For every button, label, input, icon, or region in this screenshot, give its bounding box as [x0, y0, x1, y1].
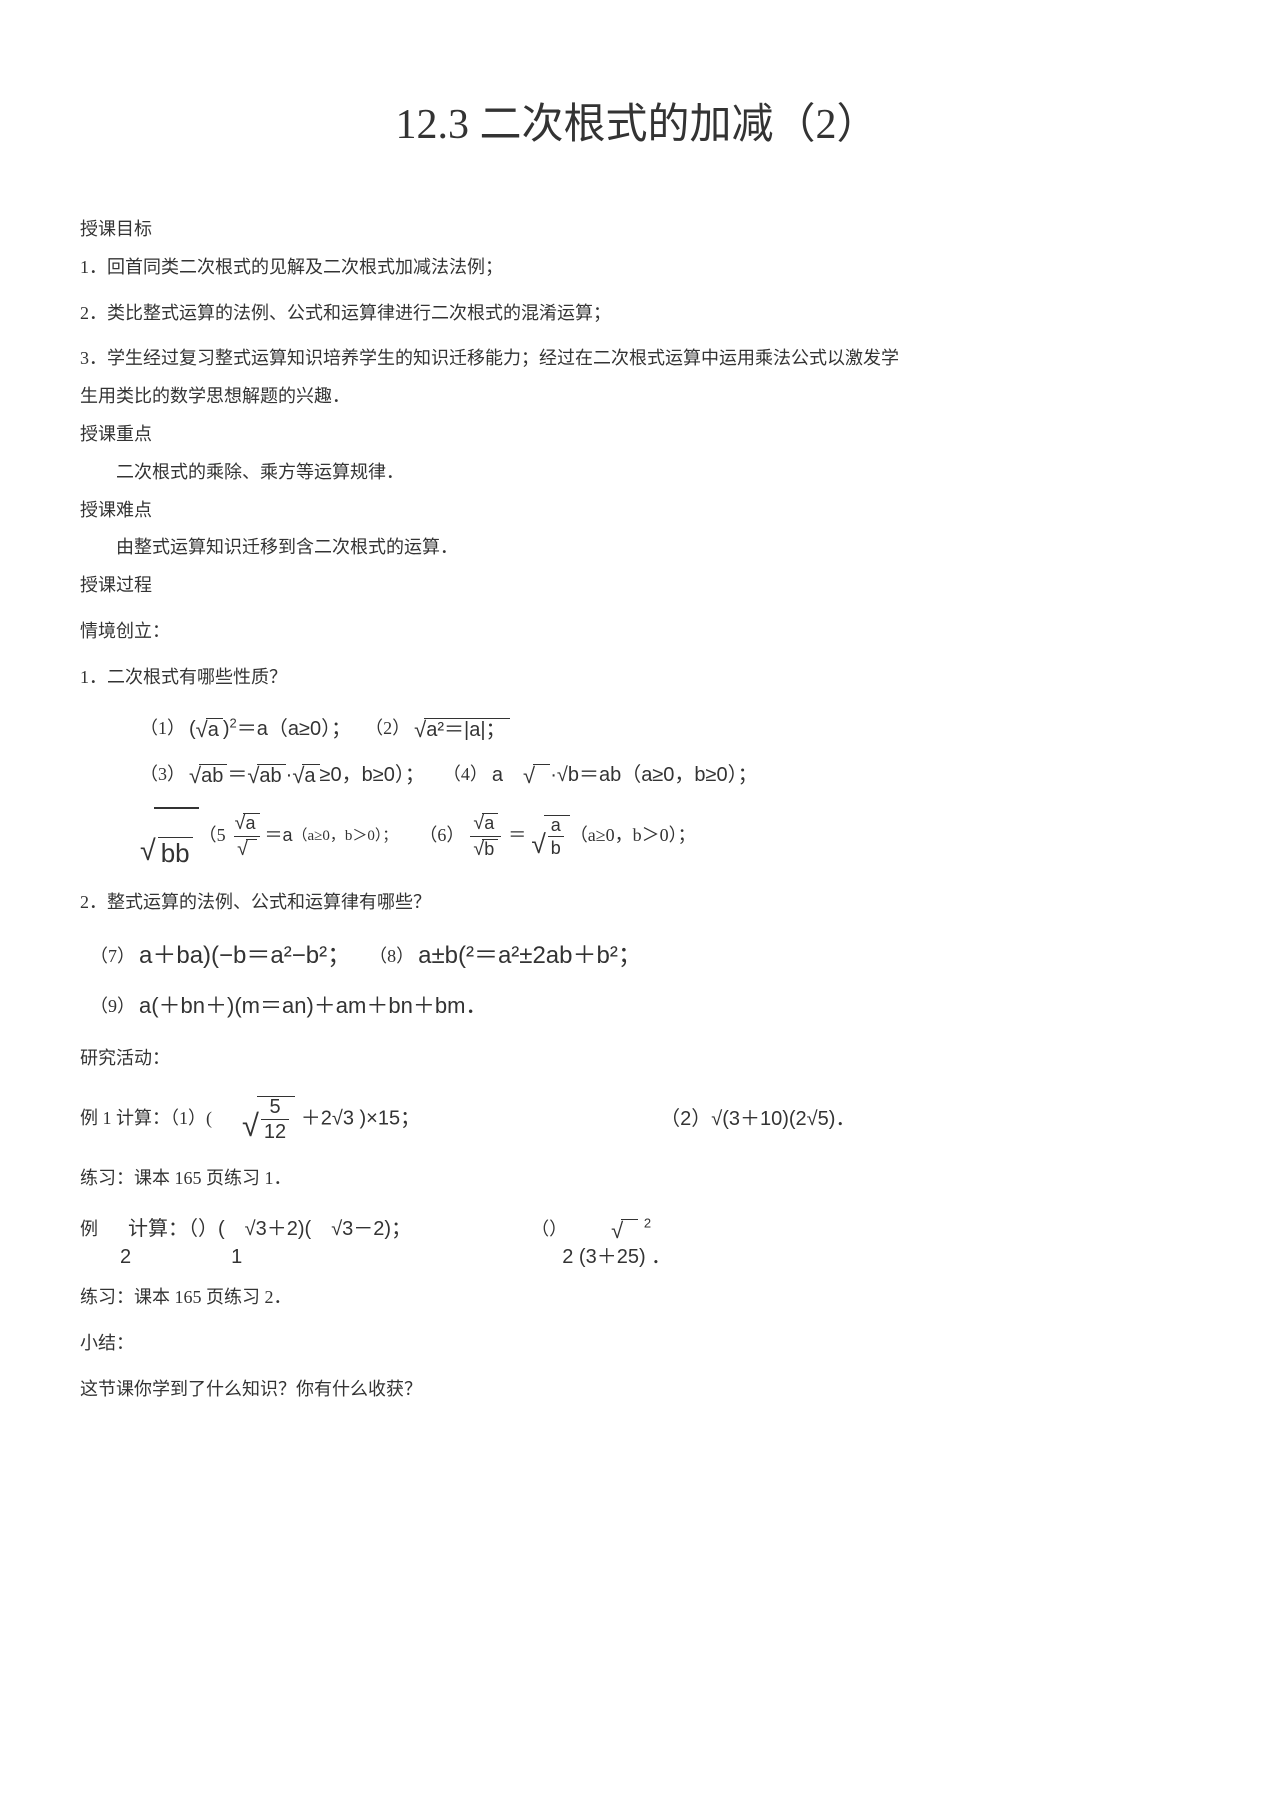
process-heading: 授课过程: [80, 567, 1194, 605]
goal-item-3b: 生用类比的数学思想解题的兴趣．: [80, 378, 1194, 416]
label-2: （2）: [365, 716, 410, 741]
label-8: （8）: [369, 944, 414, 969]
summary-question: 这节课你学到了什么知识？你有什么收获？: [80, 1371, 1194, 1409]
goal-heading: 授课目标: [80, 211, 1194, 249]
example-1-expr: √ 5 12 ＋2√3 )×15；: [242, 1096, 420, 1142]
example-2-row2-right: 2 (3＋25) ．: [562, 1243, 671, 1271]
formula-4-sqrt: √: [523, 761, 550, 789]
keypoint-body: 二次根式的乘除、乘方等运算规律．: [80, 454, 1194, 492]
keypoint-heading: 授课重点: [80, 416, 1194, 454]
formula-1-tail: ＝a（a≥0）；: [237, 715, 351, 743]
label-4: （4）: [443, 762, 488, 787]
example-1-part2: （2）√(3＋10)(2√5)．: [660, 1105, 855, 1133]
practice-2: 练习：课本 165 页练习 2．: [80, 1279, 1194, 1317]
goal-item-3a: 3．学生经过复习整式运算知识培养学生的知识迁移能力；经过在二次根式运算中运用乘法…: [80, 340, 1194, 378]
formula-7: a＋ba)(−b＝a²−b²；: [139, 939, 351, 973]
label-7: （7）: [90, 944, 135, 969]
formula-9: a(＋bn＋)(m＝an)＋am＋bn＋bm．: [139, 991, 487, 1022]
formula-4-a: a: [492, 761, 503, 789]
example-2-paren: （）: [531, 1217, 567, 1242]
formula-row-3-4: （3） √ab＝√ab·√a ≥0，b≥0）； （4） a √ ·√b＝ab（a…: [80, 761, 1194, 789]
question-1: 1．二次根式有哪些性质？: [80, 659, 1194, 697]
formula-5: √a √: [230, 813, 265, 860]
example-1-label: 例 1 计算：（1）(: [80, 1106, 212, 1131]
formula-3: √ab＝√ab·√a: [189, 761, 320, 789]
label-6: （6）: [419, 823, 464, 848]
goal-item-1: 1．回首同类二次根式的见解及二次根式加减法法例；: [80, 249, 1194, 287]
label-9: （9）: [90, 994, 135, 1019]
example-2-row2-left: 2 1: [120, 1243, 242, 1271]
label-3: （3）: [140, 762, 185, 787]
example-2-label: 例: [80, 1217, 98, 1242]
formula-5-bigsqrt: √ bb: [140, 807, 199, 866]
formula-4-tail: ·√b＝ab（a≥0，b≥0）；: [550, 761, 757, 789]
formula-row-1-2: （1） (√a)2 ＝a（a≥0）； （2） √a²＝|a|；: [80, 715, 1194, 743]
formula-6: √a √b ＝ √ ab: [468, 813, 569, 860]
goal-item-2: 2．类比整式运算的法例、公式和运算律进行二次根式的混淆运算；: [80, 295, 1194, 333]
page-title: 12.3 二次根式的加减（2）: [80, 90, 1194, 151]
research-heading: 研究活动：: [80, 1040, 1194, 1078]
difficult-heading: 授课难点: [80, 492, 1194, 530]
practice-1: 练习：课本 165 页练习 1．: [80, 1160, 1194, 1198]
formula-3-cond: ≥0，b≥0）；: [320, 761, 425, 789]
example-2-sqrt: √ 2: [611, 1215, 651, 1243]
page-container: 12.3 二次根式的加减（2） 授课目标 1．回首同类二次根式的见解及二次根式加…: [0, 0, 1274, 1804]
question-2: 2．整式运算的法例、公式和运算律有哪些？: [80, 884, 1194, 922]
formula-2: √a²＝|a|；: [414, 715, 509, 743]
example-2-row1: 例 计算：（）( √3＋2)( √3－2)； （） √ 2: [80, 1215, 1194, 1243]
formula-row-5-6: √ bb （5 √a √ ＝a （a≥0，b＞0）； （6） √a √b ＝ √…: [80, 807, 1194, 866]
situation-heading: 情境创立：: [80, 613, 1194, 651]
formula-6-cond: （a≥0，b＞0）；: [570, 823, 696, 848]
formula-1: (√a)2: [189, 715, 237, 743]
example-2-expr1: 计算：（）( √3＋2)( √3－2)；: [128, 1215, 411, 1243]
summary-heading: 小结：: [80, 1325, 1194, 1363]
formula-8: a±b(²＝a²±2ab＋b²；: [418, 939, 642, 973]
formula-5-eq: ＝a: [265, 823, 293, 848]
label-1: （1）: [140, 716, 185, 741]
difficult-body: 由整式运算知识迁移到含二次根式的运算．: [80, 529, 1194, 567]
formula-row-7-8: （7） a＋ba)(−b＝a²−b²； （8） a±b(²＝a²±2ab＋b²；: [80, 939, 1194, 973]
example-1-row: 例 1 计算：（1）( √ 5 12 ＋2√3 )×15； （2）√(3＋10)…: [80, 1096, 1194, 1142]
label-5: （5: [199, 823, 226, 848]
formula-5-cond: （a≥0，b＞0）；: [293, 826, 398, 847]
example-2-row2: 2 1 2 (3＋25) ．: [80, 1243, 1194, 1271]
formula-row-9: （9） a(＋bn＋)(m＝an)＋am＋bn＋bm．: [80, 991, 1194, 1022]
